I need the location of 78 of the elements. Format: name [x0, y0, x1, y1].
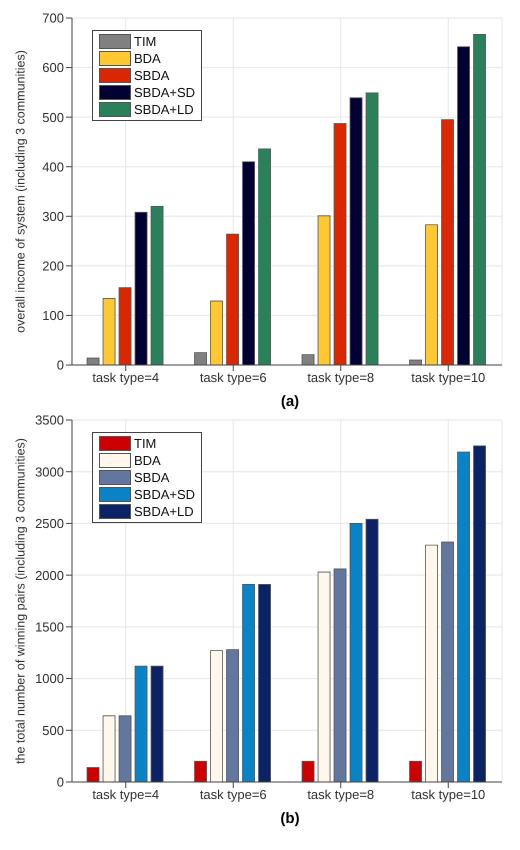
x-tick-label: task type=10: [411, 787, 486, 802]
bar: [86, 358, 100, 365]
bar: [473, 34, 486, 365]
bar: [302, 354, 314, 365]
bar: [350, 523, 362, 782]
y-tick-label: 2500: [35, 516, 64, 532]
legend-label: SBDA+SD: [134, 84, 196, 101]
y-axis-title: the total number of winning pairs (including 3 communities): [13, 438, 28, 764]
y-axis-title: overall income of system (including 3 communities): [13, 50, 28, 333]
bar: [441, 119, 454, 365]
legend-label: SBDA: [134, 469, 170, 486]
x-tick-label: task type=8: [307, 370, 374, 386]
bar: [425, 544, 438, 782]
bar: [150, 206, 164, 365]
bar: [318, 215, 330, 365]
x-tick-label: task type=6: [200, 370, 267, 386]
legend-label: BDA: [134, 452, 161, 469]
bar: [210, 650, 223, 782]
bar: [334, 123, 346, 365]
y-tick-label: 200: [42, 258, 64, 274]
y-tick-label: 500: [42, 110, 64, 125]
bar: [118, 715, 132, 782]
bar: [409, 760, 422, 782]
y-tick-label: 100: [42, 308, 64, 324]
x-tick-label: task type=4: [92, 370, 160, 386]
bar: [457, 46, 470, 365]
bar: [258, 148, 271, 365]
y-tick-label: 0: [56, 358, 64, 373]
bar: [425, 224, 438, 365]
bar: [258, 584, 271, 782]
bar: [334, 568, 346, 782]
bar: [350, 97, 362, 365]
bar: [366, 92, 378, 365]
bar: [242, 584, 255, 782]
bar: [134, 666, 148, 782]
bar: [302, 760, 314, 782]
bar: [226, 649, 239, 782]
text: (b): [279, 810, 301, 827]
bar: [366, 518, 378, 782]
legend-label: SBDA+SD: [134, 486, 196, 503]
bar: [409, 360, 422, 365]
bar: [102, 715, 116, 782]
bar: [194, 760, 207, 782]
bar: [242, 161, 255, 365]
bar: [318, 572, 330, 782]
legend-label: TIM: [134, 33, 156, 50]
legend-label: SBDA+LD: [134, 101, 194, 118]
legend-label: SBDA+LD: [134, 503, 194, 520]
bar: [102, 298, 116, 365]
bar: [194, 352, 207, 365]
bar: [226, 234, 239, 365]
x-tick-label: task type=8: [307, 787, 374, 802]
legend-label: BDA: [134, 50, 161, 67]
y-tick-label: 600: [42, 60, 64, 76]
y-tick-label: 1000: [35, 671, 64, 686]
y-tick-label: 1500: [35, 619, 64, 634]
bar: [118, 287, 132, 365]
x-tick-label: task type=4: [92, 787, 160, 802]
y-tick-label: 300: [42, 208, 64, 224]
text: (a): [280, 393, 300, 410]
y-tick-label: 500: [42, 722, 64, 738]
bar: [441, 542, 454, 782]
y-tick-label: 3000: [35, 464, 64, 480]
bar: [210, 300, 223, 365]
y-tick-label: 400: [42, 159, 64, 174]
bar: [86, 767, 100, 782]
bar: [134, 212, 148, 365]
x-tick-label: task type=10: [411, 370, 486, 386]
y-tick-label: 2000: [35, 568, 64, 583]
legend-label: SBDA: [134, 67, 170, 84]
y-tick-label: 0: [56, 774, 64, 790]
bar: [457, 452, 470, 782]
bar: [473, 445, 486, 782]
y-tick-label: 700: [42, 10, 64, 26]
bar: [150, 666, 164, 782]
legend-label: TIM: [134, 435, 156, 452]
x-tick-label: task type=6: [200, 787, 267, 802]
y-tick-label: 3500: [35, 412, 64, 428]
